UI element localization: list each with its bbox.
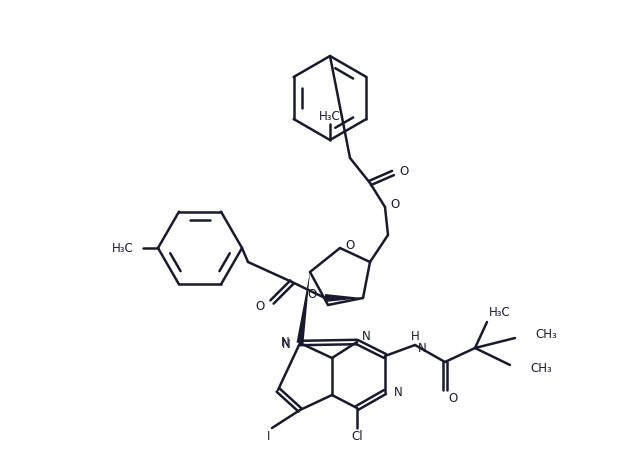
Text: CH₃: CH₃ xyxy=(535,329,557,342)
Text: N: N xyxy=(362,330,371,344)
Text: N: N xyxy=(418,343,427,355)
Text: O: O xyxy=(308,288,317,300)
Text: O: O xyxy=(256,299,265,313)
Text: H₃C: H₃C xyxy=(319,110,341,123)
Text: H₃C: H₃C xyxy=(112,242,134,254)
Text: O: O xyxy=(345,238,355,251)
Text: N: N xyxy=(281,337,290,350)
Text: O: O xyxy=(390,197,399,211)
Text: Cl: Cl xyxy=(351,431,363,444)
Text: H₃C: H₃C xyxy=(489,306,511,319)
Text: N: N xyxy=(282,338,291,352)
Polygon shape xyxy=(325,294,363,302)
Text: I: I xyxy=(268,431,271,444)
Text: O: O xyxy=(399,164,408,178)
Text: H: H xyxy=(411,329,419,343)
Polygon shape xyxy=(296,272,310,344)
Text: O: O xyxy=(448,392,457,406)
Text: CH₃: CH₃ xyxy=(530,361,552,375)
Text: N: N xyxy=(394,385,403,399)
